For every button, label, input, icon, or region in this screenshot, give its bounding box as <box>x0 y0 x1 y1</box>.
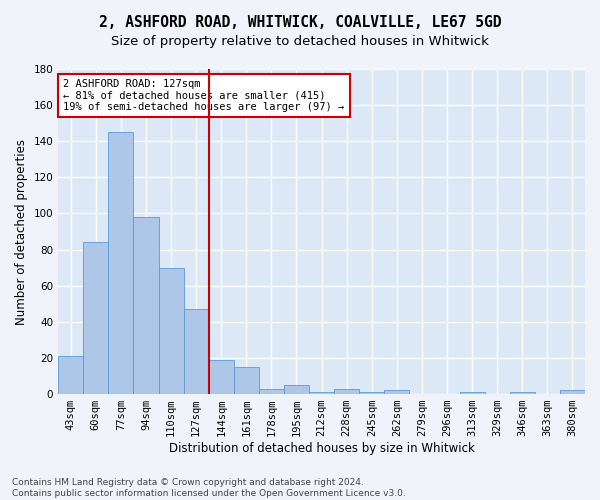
Text: Contains HM Land Registry data © Crown copyright and database right 2024.
Contai: Contains HM Land Registry data © Crown c… <box>12 478 406 498</box>
Bar <box>385 390 409 394</box>
Text: 2 ASHFORD ROAD: 127sqm
← 81% of detached houses are smaller (415)
19% of semi-de: 2 ASHFORD ROAD: 127sqm ← 81% of detached… <box>64 79 344 112</box>
Bar <box>58 356 83 394</box>
Text: Size of property relative to detached houses in Whitwick: Size of property relative to detached ho… <box>111 35 489 48</box>
Bar <box>284 385 309 394</box>
Bar <box>158 268 184 394</box>
Bar <box>109 132 133 394</box>
Bar <box>560 390 585 394</box>
Bar <box>184 309 209 394</box>
Text: 2, ASHFORD ROAD, WHITWICK, COALVILLE, LE67 5GD: 2, ASHFORD ROAD, WHITWICK, COALVILLE, LE… <box>99 15 501 30</box>
Bar <box>309 392 334 394</box>
Bar <box>334 388 359 394</box>
Bar <box>359 392 385 394</box>
Bar <box>510 392 535 394</box>
Bar <box>83 242 109 394</box>
Bar <box>460 392 485 394</box>
Bar <box>209 360 234 394</box>
Bar <box>133 217 158 394</box>
X-axis label: Distribution of detached houses by size in Whitwick: Distribution of detached houses by size … <box>169 442 475 455</box>
Bar <box>259 388 284 394</box>
Bar <box>234 367 259 394</box>
Y-axis label: Number of detached properties: Number of detached properties <box>15 138 28 324</box>
